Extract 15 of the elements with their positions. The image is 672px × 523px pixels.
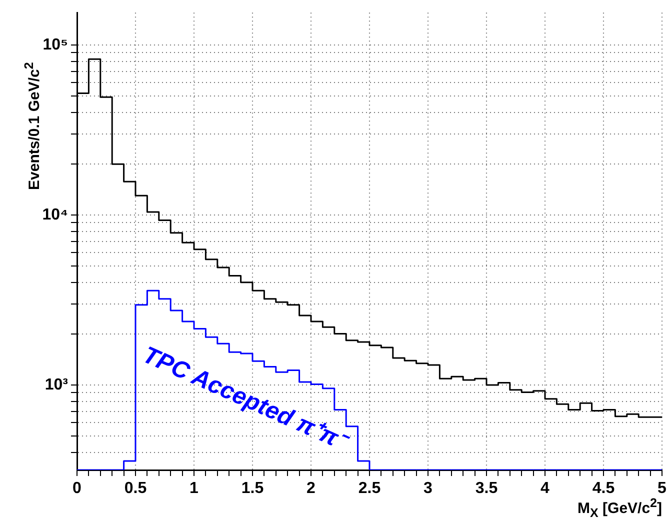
x-tick-label: 4 xyxy=(540,480,550,498)
x-tick-label: 5 xyxy=(658,480,667,498)
x-tick-label: 2 xyxy=(306,480,316,498)
x-axis-title: M$_{X}$ [GeV/c$^{2}$] xyxy=(578,496,662,520)
x-tick-label: 0 xyxy=(72,480,82,498)
y-tick-label: 10³ xyxy=(44,376,68,394)
x-tick-label: 3.5 xyxy=(475,480,498,498)
y-tick-label: 10⁵ xyxy=(42,36,68,54)
x-tick-label: 1.5 xyxy=(241,480,264,498)
x-tick-label: 2.5 xyxy=(358,480,381,498)
x-tick-label: 4.5 xyxy=(592,480,615,498)
x-tick-label: 1 xyxy=(190,480,199,498)
y-tick-label: 10⁴ xyxy=(42,206,68,224)
x-tick-label: 3 xyxy=(424,480,433,498)
x-tick-label: 0.5 xyxy=(124,480,147,498)
